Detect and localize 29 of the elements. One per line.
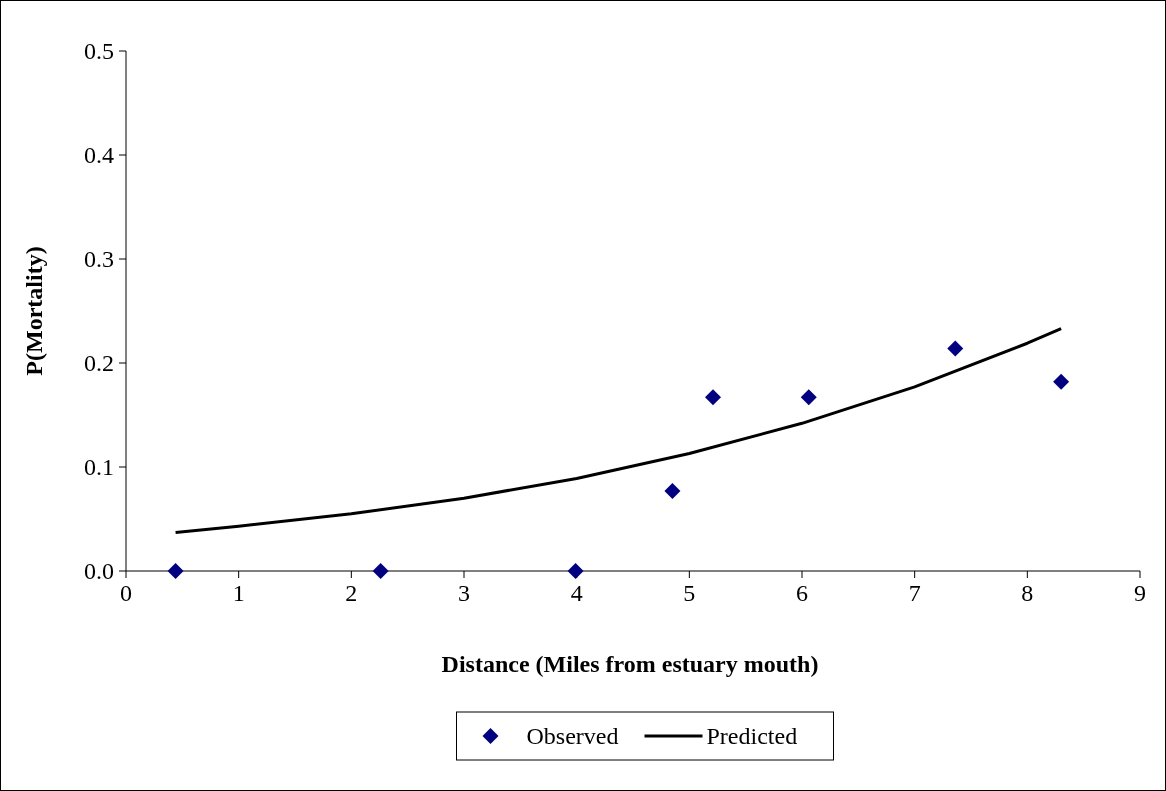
y-tick-label: 0.4 xyxy=(84,142,114,168)
y-tick-label: 0.3 xyxy=(84,246,114,272)
legend-label: Observed xyxy=(526,723,619,749)
x-tick-label: 2 xyxy=(345,580,358,606)
y-tick-label: 0.1 xyxy=(84,454,114,480)
point xyxy=(167,563,184,579)
x-tick-label: 8 xyxy=(1021,580,1034,606)
line-series xyxy=(174,327,1063,535)
y-tick-label: 0.2 xyxy=(84,350,114,376)
x-axis-title: Distance (Miles from estuary mouth) xyxy=(441,651,819,677)
x-tick-label: 0 xyxy=(120,580,132,606)
x-tick-label: 3 xyxy=(458,580,470,606)
point xyxy=(567,563,584,579)
x-tick-label: 7 xyxy=(908,580,921,606)
legend-label: Predicted xyxy=(706,723,798,749)
y-tick-label: 0.5 xyxy=(84,38,114,64)
x-tick-label: 1 xyxy=(232,580,245,606)
point xyxy=(664,482,681,499)
x-tick-label: 5 xyxy=(683,580,696,606)
y-tick-label: 0.0 xyxy=(84,558,114,584)
x-tick-label: 9 xyxy=(1134,580,1146,606)
point xyxy=(947,340,964,357)
point xyxy=(372,563,389,579)
point xyxy=(800,389,817,406)
x-tick-label: 6 xyxy=(796,580,808,606)
point xyxy=(1053,373,1070,390)
x-tick-label: 4 xyxy=(570,580,583,606)
y-axis-title: P(Mortality) xyxy=(21,246,47,376)
point xyxy=(704,389,721,406)
